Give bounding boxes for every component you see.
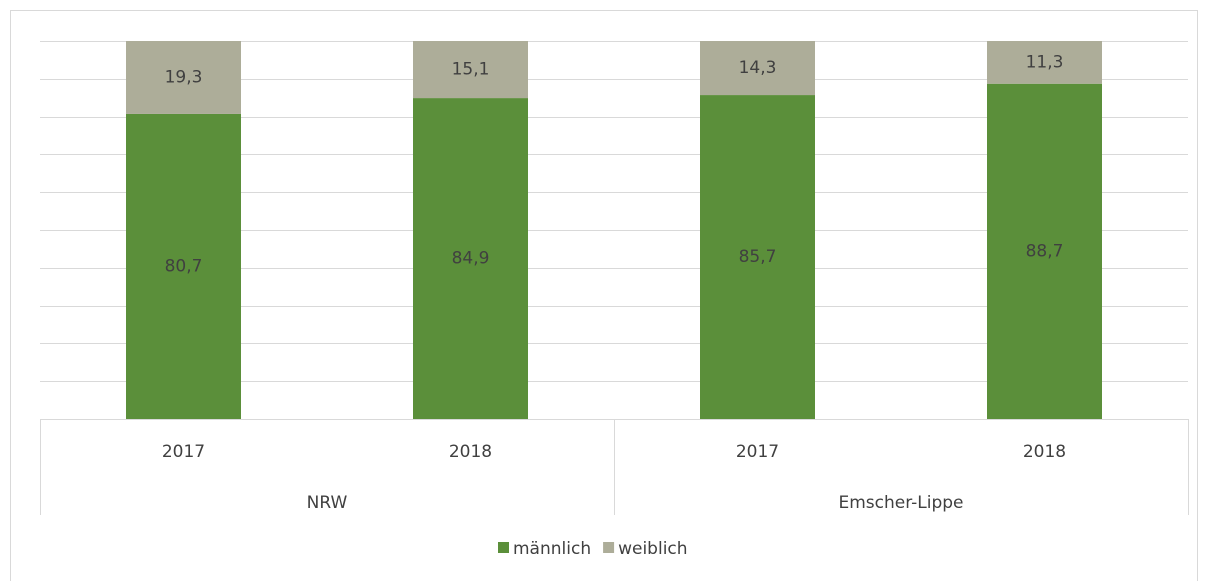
data-label: 11,3 [1026,52,1064,72]
x-tick-label: 2017 [162,442,205,462]
bar-segment [126,41,241,114]
bar-segment [413,98,528,419]
data-label: 84,9 [452,249,490,269]
legend-label: weiblich [618,539,687,559]
legend-swatch [498,542,509,553]
x-tick-label: 2018 [449,442,492,462]
x-tick-label: 2018 [1023,442,1066,462]
bar-segment [700,41,815,96]
bar-segment [413,41,528,99]
data-label: 15,1 [452,60,490,80]
data-label: 80,7 [165,256,203,276]
data-label: 14,3 [739,58,777,78]
data-label: 85,7 [739,247,777,267]
group-label: Emscher-Lippe [838,493,963,513]
group-label: NRW [307,493,348,513]
bar-segment [987,41,1102,84]
legend-label: männlich [513,539,591,559]
bar-segment [700,95,815,419]
bar-segment [987,83,1102,420]
data-label: 19,3 [165,67,203,87]
legend-swatch [603,542,615,553]
data-label: 88,7 [1026,241,1064,261]
bar-segment [126,113,241,419]
x-tick-label: 2017 [736,442,779,462]
